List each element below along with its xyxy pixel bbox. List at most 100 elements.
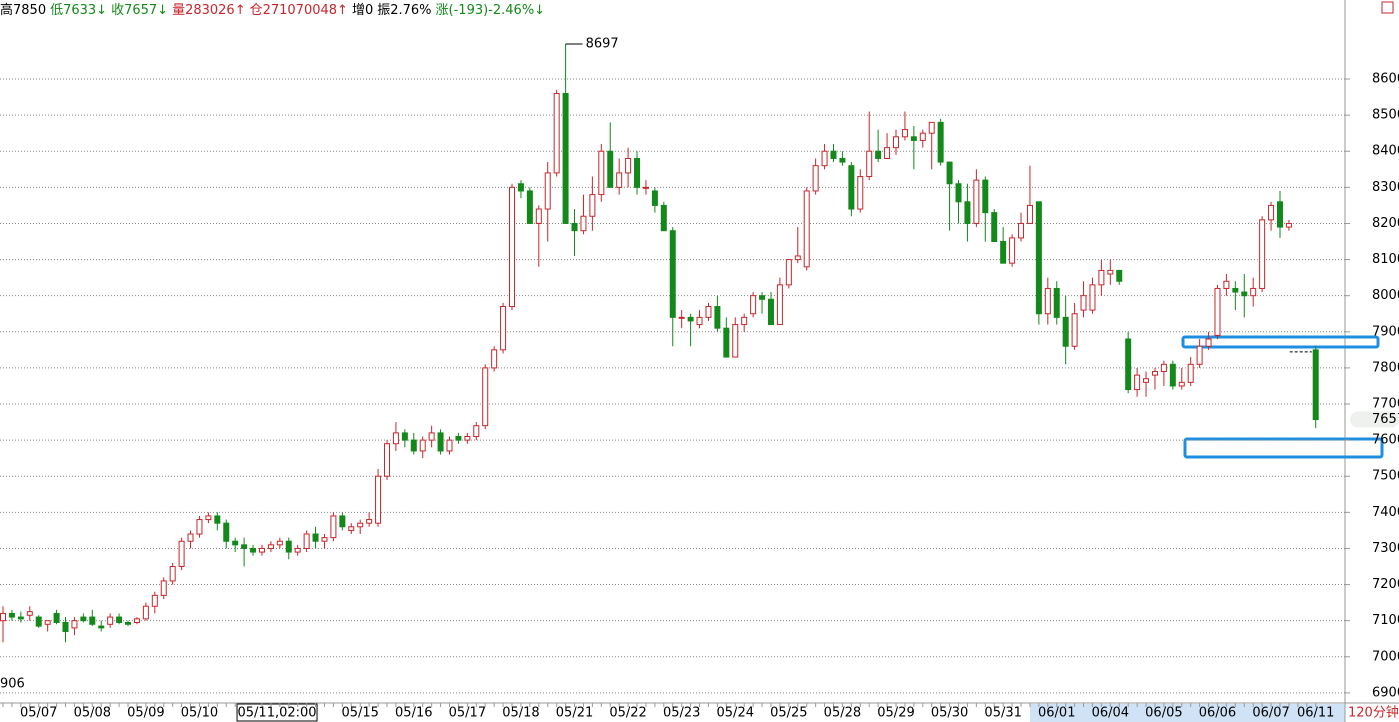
window-button[interactable] bbox=[1381, 1, 1394, 14]
candle-body bbox=[339, 515, 346, 528]
candle-body bbox=[1134, 374, 1141, 391]
candle-body bbox=[830, 150, 837, 159]
x-tick-label: 06/05 bbox=[1145, 706, 1182, 721]
candle-body bbox=[535, 208, 542, 224]
candle-body bbox=[71, 620, 78, 629]
candle-body bbox=[419, 439, 426, 452]
candle-body bbox=[1053, 287, 1060, 318]
candle-body bbox=[848, 165, 855, 210]
x-tick-label: 05/10 bbox=[181, 706, 218, 721]
period-label: 120分钟 bbox=[1348, 705, 1399, 721]
candle-body bbox=[223, 522, 230, 542]
header-item: 振2.76% bbox=[377, 3, 431, 18]
y-tick-label: 8300 bbox=[1372, 180, 1399, 195]
header-item: 低7633↓ bbox=[50, 3, 107, 18]
candle-body bbox=[794, 255, 801, 261]
y-tick-label: 7400 bbox=[1372, 505, 1399, 520]
candle-body bbox=[491, 349, 498, 369]
y-tick-label: 7100 bbox=[1372, 613, 1399, 628]
candle-body bbox=[348, 526, 355, 531]
crosshair-label: 05/11,02:00 bbox=[238, 706, 317, 721]
candle-body bbox=[1151, 371, 1158, 376]
candle-body bbox=[625, 157, 632, 174]
candle-body bbox=[723, 327, 730, 358]
candle-body bbox=[1089, 284, 1096, 311]
candle-body bbox=[509, 186, 516, 308]
header-item: 量283026↑ bbox=[172, 3, 246, 18]
candle-body bbox=[53, 612, 60, 623]
candle-body bbox=[1071, 313, 1078, 347]
y-tick-label: 6900 bbox=[1372, 685, 1399, 700]
x-tick-label: 05/17 bbox=[449, 706, 486, 721]
candle-body bbox=[250, 547, 257, 553]
x-tick-label: 06/07 bbox=[1252, 706, 1289, 721]
candle-body bbox=[1035, 201, 1042, 315]
candle-body bbox=[973, 179, 980, 224]
candle-body bbox=[258, 547, 265, 553]
candle-body bbox=[821, 150, 828, 167]
candle-body bbox=[473, 425, 480, 438]
candle-body bbox=[1187, 363, 1194, 383]
candle-body bbox=[589, 194, 596, 217]
candle-body bbox=[80, 616, 87, 622]
candle-body bbox=[321, 537, 328, 542]
candle-body bbox=[44, 620, 51, 625]
candle-body bbox=[1259, 219, 1266, 289]
candle-body bbox=[669, 230, 676, 318]
candle-body bbox=[901, 129, 908, 138]
candle-body bbox=[634, 157, 641, 188]
candle-body bbox=[919, 132, 926, 141]
candle-body bbox=[946, 161, 953, 185]
candle-body bbox=[517, 183, 524, 192]
header-item: 收7657↓ bbox=[111, 3, 168, 18]
candle-body bbox=[937, 121, 944, 163]
candle-body bbox=[571, 222, 578, 232]
candle-body bbox=[1268, 204, 1275, 221]
candle-body bbox=[1026, 204, 1033, 224]
candle-body bbox=[1214, 287, 1221, 336]
crosshair-label-box bbox=[236, 703, 318, 722]
y-tick-label: 7200 bbox=[1372, 577, 1399, 592]
candle-body bbox=[366, 519, 373, 524]
candle-body bbox=[196, 519, 203, 535]
candle-body bbox=[187, 533, 194, 542]
candle-body bbox=[705, 306, 712, 318]
candle-body bbox=[955, 183, 962, 203]
candle-body bbox=[732, 324, 739, 358]
candle-body bbox=[1062, 316, 1069, 347]
candle-body bbox=[125, 621, 132, 625]
candle-body bbox=[482, 367, 489, 427]
candle-body bbox=[893, 136, 899, 149]
candle-body bbox=[1044, 287, 1051, 315]
candle-body bbox=[1276, 201, 1283, 228]
header-item: 仓271070048↑ bbox=[250, 3, 348, 18]
candle-body bbox=[1232, 287, 1239, 293]
candle-body bbox=[26, 611, 33, 616]
candle-body bbox=[1098, 269, 1105, 286]
candle-body bbox=[375, 475, 382, 524]
candle-body bbox=[446, 439, 453, 452]
candle-body bbox=[401, 432, 408, 441]
candle-body bbox=[205, 515, 212, 521]
candle-body bbox=[982, 179, 989, 214]
candle-body bbox=[678, 316, 685, 319]
candle-body bbox=[910, 136, 917, 141]
candle-body bbox=[357, 522, 364, 528]
candle-body bbox=[741, 316, 748, 326]
candle-body bbox=[330, 515, 337, 539]
candle-body bbox=[455, 436, 462, 441]
x-tick-label: 05/22 bbox=[609, 706, 646, 721]
candle-body bbox=[214, 515, 221, 524]
y-tick-label: 8500 bbox=[1372, 108, 1399, 123]
candle-body bbox=[437, 432, 444, 452]
x-tick-label: 05/25 bbox=[770, 706, 807, 721]
candle-body bbox=[8, 612, 15, 618]
candle-body bbox=[1143, 378, 1150, 383]
candle-body bbox=[1250, 287, 1257, 297]
candle-body bbox=[285, 540, 292, 553]
candle-body bbox=[392, 432, 399, 445]
high-label: 8697 bbox=[586, 36, 619, 51]
candle-body bbox=[142, 605, 149, 620]
y-tick-label: 7600 bbox=[1372, 433, 1399, 448]
